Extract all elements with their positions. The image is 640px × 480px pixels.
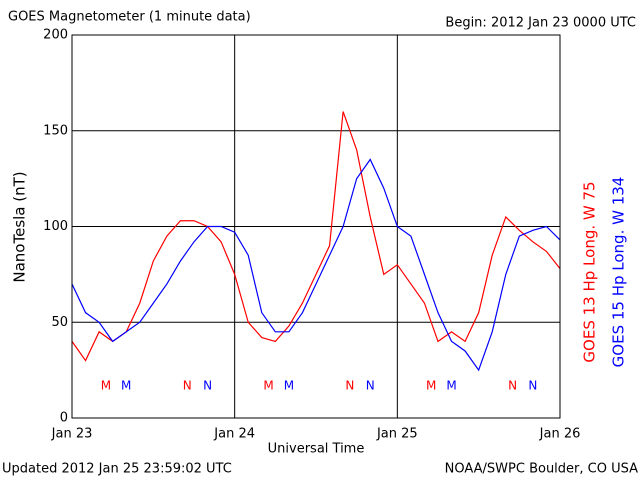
x-tick-label: Jan 24 — [213, 427, 255, 442]
time-marker: M — [284, 379, 294, 393]
data-line — [71, 111, 561, 362]
x-tick-label: Jan 26 — [539, 427, 581, 442]
chart-subtitle: Begin: 2012 Jan 23 0000 UTC — [445, 16, 636, 31]
legend-label: GOES 15 Hp Long. W 134 — [610, 177, 628, 368]
y-tick-label: 100 — [43, 219, 68, 234]
time-marker: N — [508, 379, 517, 393]
data-line — [71, 158, 561, 372]
x-tick-label: Jan 25 — [376, 427, 418, 442]
time-marker: N — [345, 379, 354, 393]
chart-title: GOES Magnetometer (1 minute data) — [8, 10, 251, 25]
footer-left: Updated 2012 Jan 25 23:59:02 UTC — [2, 462, 232, 477]
plot-border — [71, 34, 561, 419]
time-marker: N — [366, 379, 375, 393]
legend-label: GOES 13 Hp Long. W 75 — [581, 181, 599, 362]
y-tick-label: 50 — [51, 315, 68, 330]
time-marker: N — [183, 379, 192, 393]
time-marker: M — [121, 379, 131, 393]
time-marker: N — [528, 379, 537, 393]
x-tick-label: Jan 23 — [51, 427, 93, 442]
time-marker: N — [203, 379, 212, 393]
y-tick-label: 0 — [60, 411, 68, 426]
y-tick-label: 200 — [43, 28, 68, 43]
x-axis-label: Universal Time — [268, 442, 365, 457]
time-marker: M — [263, 379, 273, 393]
y-axis-label: NanoTesla (nT) — [11, 171, 29, 282]
time-marker: M — [426, 379, 436, 393]
time-marker: M — [446, 379, 456, 393]
y-tick-label: 150 — [43, 123, 68, 138]
footer-right: NOAA/SWPC Boulder, CO USA — [445, 462, 638, 477]
time-marker: M — [101, 379, 111, 393]
